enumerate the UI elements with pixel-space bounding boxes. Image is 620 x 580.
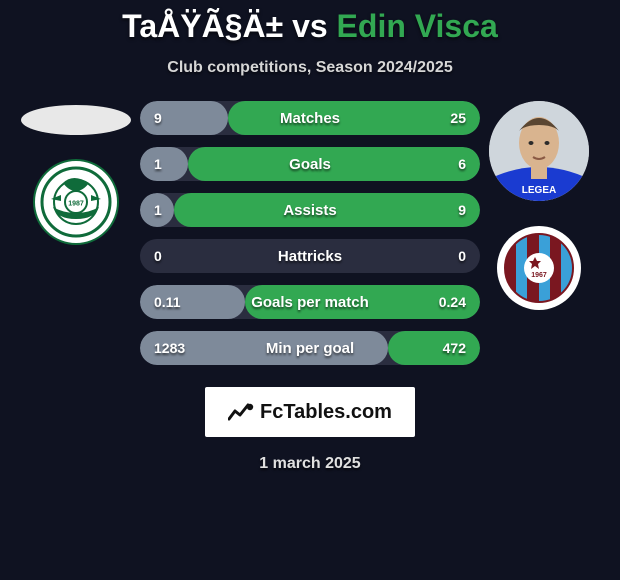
content-row: 1987 925Matches 16Goals 19Assists 00Hattric… [0,101,620,365]
stat-label: Hattricks [140,239,480,273]
stats-bars: 925Matches 16Goals 19Assists 00Hattricks 0.1… [140,101,480,365]
stat-row: 16Goals [140,147,480,181]
title-player1: TaÅŸÃ§Ä± [122,8,283,44]
right-column: LEGEA [488,101,608,311]
right-club-year: 1967 [531,272,547,279]
right-club-logo: 1967 [496,225,582,311]
stat-label: Goals [140,147,480,181]
left-column: 1987 [12,101,132,245]
stat-row: 925Matches [140,101,480,135]
subtitle: Club competitions, Season 2024/2025 [0,59,620,77]
stat-row: 19Assists [140,193,480,227]
stat-label: Matches [140,101,480,135]
stat-label: Goals per match [140,285,480,319]
left-club-logo: 1987 [33,159,119,245]
date-label: 1 march 2025 [0,455,620,473]
title-vs: vs [292,8,328,44]
fctables-logo-icon [228,401,254,423]
left-club-year: 1987 [68,201,84,208]
title-player2: Edin Visca [337,8,498,44]
stat-label: Min per goal [140,331,480,365]
page: TaÅŸÃ§Ä± vs Edin Visca Club competitions… [0,0,620,580]
right-player-avatar: LEGEA [489,101,589,201]
player-portrait-icon: LEGEA [489,101,589,201]
source-badge-text: FcTables.com [260,401,392,424]
stat-row: 00Hattricks [140,239,480,273]
trabzonspor-logo-icon: 1967 [496,225,582,311]
stat-row: 0.110.24Goals per match [140,285,480,319]
konyaspor-logo-icon: 1987 [33,159,119,245]
page-title: TaÅŸÃ§Ä± vs Edin Visca [0,8,620,45]
svg-text:LEGEA: LEGEA [522,185,556,196]
stat-row: 1283472Min per goal [140,331,480,365]
stat-label: Assists [140,193,480,227]
left-player-avatar [21,105,131,135]
source-badge[interactable]: FcTables.com [205,387,415,437]
